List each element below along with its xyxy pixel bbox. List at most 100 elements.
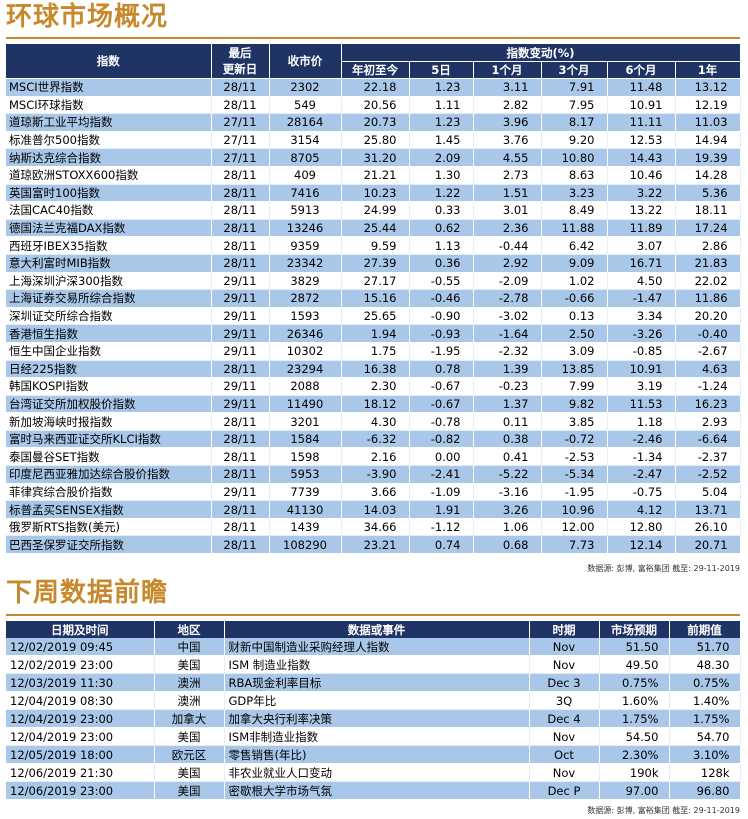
- y1-change-cell: -2.52: [675, 465, 741, 484]
- m3-change-cell: -2.53: [541, 447, 608, 467]
- m1-change-cell: -3.02: [473, 307, 542, 326]
- week-preview-table: 日期及时间 地区 数据或事件 时期 市场预期 前期值 12/02/2019 09…: [6, 621, 741, 800]
- title-divider: [6, 37, 740, 39]
- m3-change-cell: 9.20: [541, 131, 608, 150]
- d5-change-cell: 1.23: [409, 113, 474, 132]
- ytd-change-cell: 25.80: [341, 131, 410, 150]
- table-row: 法国CAC40指数 28/11 5913 24.99 0.33 3.01 8.49 13.22…: [6, 201, 741, 220]
- previous-cell: 96.80: [669, 781, 741, 800]
- event-cell: 密歇根大学市场气氛: [224, 781, 530, 800]
- m3-change-cell: 1.02: [541, 272, 608, 291]
- table-row: 英国富时100指数 28/11 7416 10.23 1.22 1.51 3.23 3.22 5…: [6, 184, 741, 203]
- close-cell: 3829: [269, 272, 342, 291]
- previous-cell: 1.40%: [669, 691, 741, 710]
- table-row: 韩国KOSPI指数 29/11 2088 2.30 -0.67 -0.23 7.99 3.19…: [6, 377, 741, 396]
- d5-change-cell: -1.09: [409, 483, 474, 502]
- last-update-cell: 27/11: [211, 148, 270, 167]
- y1-change-cell: 21.83: [675, 254, 741, 273]
- table-row: 香港恒生指数 29/11 26346 1.94 -0.93 -1.64 2.50 -3.26-…: [6, 324, 741, 343]
- y1-change-cell: -2.37: [675, 447, 741, 467]
- previous-cell: 1.75%: [669, 709, 741, 728]
- m1-change-cell: 0.38: [473, 430, 542, 449]
- period-cell: Dec 3: [529, 673, 600, 692]
- m3-change-cell: 10.96: [541, 500, 608, 519]
- m1-change-cell: 1.06: [473, 518, 542, 537]
- datetime-cell: 12/05/2019 18:00: [6, 745, 155, 764]
- m3-change-cell: 13.85: [541, 360, 608, 379]
- region-cell: 中国: [154, 638, 225, 656]
- region-cell: 美国: [154, 655, 225, 674]
- event-cell: 零售销售(年比): [224, 745, 530, 764]
- y1-change-cell: 20.20: [675, 307, 741, 326]
- datetime-cell: 12/06/2019 21:30: [6, 763, 155, 782]
- col-header-close: 收市价: [269, 44, 342, 79]
- m3-change-cell: 7.91: [541, 78, 608, 97]
- d5-change-cell: -0.67: [409, 395, 474, 414]
- close-cell: 23294: [269, 360, 342, 379]
- table-row: 上海证券交易所综合指数 29/11 2872 15.16 -0.46 -2.78 -0.66…: [6, 289, 741, 308]
- col-header-5d: 5日: [409, 61, 474, 79]
- table-row: 西班牙IBEX35指数 28/11 9359 9.59 1.13 -0.44 6.42 3.0…: [6, 236, 741, 255]
- table-row: 道琼斯工业平均指数 27/11 28164 20.73 1.23 3.96 8.17 11.1…: [6, 113, 741, 132]
- y1-change-cell: 4.63: [675, 360, 741, 379]
- m1-change-cell: 1.39: [473, 360, 542, 379]
- y1-change-cell: 13.12: [675, 78, 741, 97]
- m1-change-cell: -5.22: [473, 465, 542, 484]
- col-header-event: 数据或事件: [224, 621, 530, 638]
- period-cell: Nov: [529, 763, 600, 782]
- last-update-cell: 28/11: [211, 447, 270, 467]
- col-header-forecast: 市场预期: [599, 621, 670, 638]
- d5-change-cell: -0.82: [409, 430, 474, 449]
- previous-cell: 128k: [669, 763, 741, 782]
- close-cell: 7416: [269, 184, 342, 203]
- ytd-change-cell: 1.94: [341, 324, 410, 343]
- event-cell: GDP年比: [224, 691, 530, 710]
- index-name-cell: 标普孟买SENSEX指数: [6, 500, 212, 519]
- last-update-cell: 28/11: [211, 96, 270, 115]
- ytd-change-cell: 2.30: [341, 377, 410, 396]
- m3-change-cell: 9.82: [541, 395, 608, 414]
- period-cell: Dec P: [529, 781, 600, 800]
- ytd-change-cell: 34.66: [341, 518, 410, 537]
- datetime-cell: 12/04/2019 23:00: [6, 709, 155, 728]
- m3-change-cell: -0.66: [541, 289, 608, 308]
- m1-change-cell: 3.11: [473, 78, 542, 97]
- table-row: MSCI世界指数 28/11 2302 22.18 1.23 3.11 7.91 11.48 1…: [6, 78, 741, 97]
- d5-change-cell: 0.62: [409, 219, 474, 238]
- m3-change-cell: -0.72: [541, 430, 608, 449]
- m6-change-cell: -0.85: [607, 342, 676, 361]
- y1-change-cell: 13.71: [675, 500, 741, 519]
- d5-change-cell: 0.74: [409, 535, 474, 555]
- last-update-cell: 28/11: [211, 254, 270, 273]
- m1-change-cell: -2.09: [473, 272, 542, 291]
- m3-change-cell: 7.73: [541, 535, 608, 555]
- m6-change-cell: 14.43: [607, 148, 676, 167]
- m1-change-cell: 3.76: [473, 131, 542, 150]
- m3-change-cell: -1.95: [541, 483, 608, 502]
- y1-change-cell: 2.86: [675, 236, 741, 255]
- y1-change-cell: 26.10: [675, 518, 741, 537]
- m3-change-cell: 11.88: [541, 219, 608, 238]
- m1-change-cell: -0.44: [473, 236, 542, 255]
- ytd-change-cell: 27.17: [341, 272, 410, 291]
- previous-cell: 51.70: [669, 638, 741, 656]
- region-cell: 澳洲: [154, 691, 225, 710]
- m1-change-cell: 3.26: [473, 500, 542, 519]
- m1-change-cell: 2.92: [473, 254, 542, 273]
- m6-change-cell: -0.75: [607, 483, 676, 502]
- last-update-cell: 29/11: [211, 272, 270, 291]
- close-cell: 1593: [269, 307, 342, 326]
- m1-change-cell: 0.11: [473, 412, 542, 431]
- table-row: 12/04/2019 23:00 美国 ISM非制造业指数 Nov 54.50 54.70: [6, 727, 741, 746]
- m3-change-cell: 7.99: [541, 377, 608, 396]
- table-row: MSCI环球指数 28/11 549 20.56 1.11 2.82 7.95 10.91 12…: [6, 96, 741, 115]
- m6-change-cell: 12.80: [607, 518, 676, 537]
- d5-change-cell: 0.36: [409, 254, 474, 273]
- d5-change-cell: -0.78: [409, 412, 474, 431]
- last-update-cell: 29/11: [211, 377, 270, 396]
- m1-change-cell: -2.32: [473, 342, 542, 361]
- period-cell: Nov: [529, 638, 600, 656]
- market-overview-title: 环球市场概况: [6, 2, 169, 32]
- col-header-1m: 1个月: [473, 61, 542, 79]
- d5-change-cell: 1.30: [409, 166, 474, 185]
